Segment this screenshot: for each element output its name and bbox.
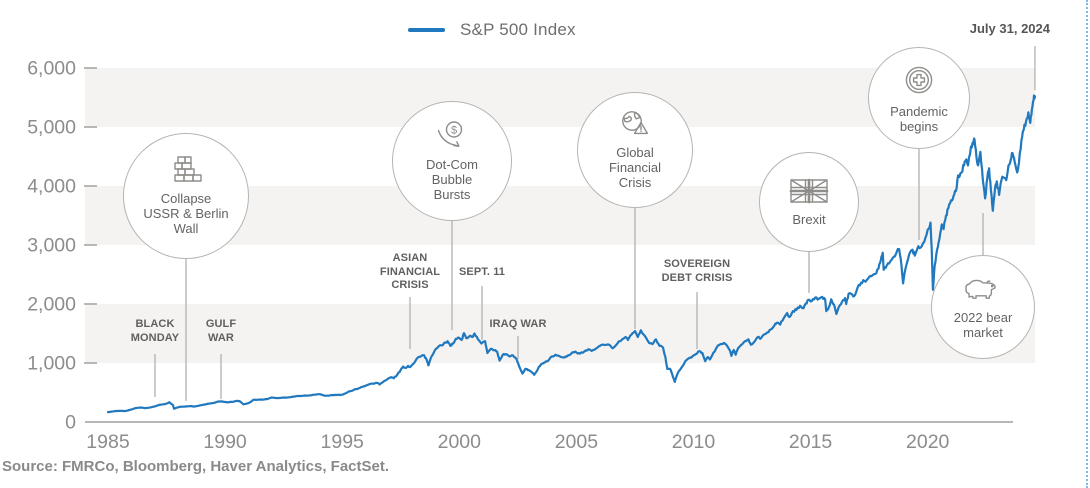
event-circle-label-line: Dot-Com	[425, 157, 478, 172]
source-note: Source: FMRCo, Bloomberg, Haver Analytic…	[2, 458, 390, 475]
event-label-line: DEBT CRISIS	[661, 271, 733, 284]
x-axis-label: 2000	[438, 431, 482, 453]
dollar-decline-icon: $	[434, 120, 470, 153]
event-circle-label-line: market	[963, 324, 1003, 340]
x-axis-label: 1990	[203, 431, 247, 453]
event-circle-label-line: 2022 bear	[953, 309, 1013, 325]
legend-series-label: S&P 500 Index	[460, 20, 576, 39]
y-axis-label: 5,000	[27, 117, 76, 139]
event-label-iraq-war: IRAQ WAR	[428, 318, 608, 332]
sp500-series-line	[106, 94, 1037, 414]
event-circle-label-line: Global	[616, 145, 654, 160]
event-label-sovereign-debt-crisis: SOVEREIGN DEBT CRISIS	[607, 258, 787, 285]
svg-text:$: $	[451, 125, 457, 137]
event-circle-label-line: Bubble	[431, 172, 473, 187]
x-axis-label: 2005	[555, 431, 599, 453]
event-circle-label-line: begins	[899, 118, 939, 134]
y-axis-label: 4,000	[27, 176, 76, 198]
x-axis-label: 2010	[672, 431, 716, 453]
event-circle-label-line: USSR & Berlin	[143, 206, 229, 221]
event-label-line: SEPT. 11	[458, 266, 506, 278]
event-circle-pandemic-begins: Pandemic begins	[868, 47, 970, 149]
as-of-date-label: July 31, 2024	[969, 21, 1050, 36]
event-label-line: WAR	[208, 331, 234, 344]
x-axis-label: 2020	[906, 431, 950, 453]
event-label-line: ASIAN	[392, 252, 428, 264]
uk-flag-icon	[789, 177, 829, 208]
legend: S&P 500 Index	[408, 20, 576, 40]
event-label-line: BLACK	[135, 318, 175, 330]
event-label-line: GULF	[205, 318, 237, 330]
event-circle-label-line: Brexit	[792, 212, 826, 227]
selection-border	[1086, 0, 1088, 488]
event-label-gulf-war: GULF WAR	[131, 318, 311, 345]
x-axis-label: 1995	[321, 431, 365, 453]
plot-band	[85, 304, 1035, 363]
event-circle-label-line: Wall	[173, 221, 199, 236]
y-axis-label: 2,000	[27, 294, 76, 316]
event-circle-global-financial-crisis: Global Financial Crisis	[577, 92, 693, 208]
y-axis-label: 6,000	[27, 58, 76, 80]
bear-icon	[961, 275, 1005, 306]
event-label-black-monday: BLACK MONDAY	[65, 318, 245, 345]
legend-line-swatch	[408, 28, 445, 32]
event-circle-dotcom-bubble: $ Dot-Com Bubble Bursts	[392, 101, 512, 221]
y-axis-label: 0	[65, 412, 76, 434]
event-circle-ussr-berlin-wall: Collapse USSR & Berlin Wall	[123, 133, 249, 259]
event-circle-label-line: Bursts	[433, 187, 471, 202]
event-label-line: MONDAY	[130, 331, 180, 344]
event-label-asian-financial-crisis: ASIAN FINANCIAL CRISIS	[320, 252, 500, 293]
event-label-line: FINANCIAL	[379, 265, 441, 278]
event-label-line: SOVEREIGN	[663, 258, 731, 270]
event-circle-2022-bear-market: 2022 bear market	[931, 255, 1035, 359]
brick-wall-icon	[168, 156, 204, 187]
medical-cross-icon	[902, 63, 936, 100]
x-axis-label: 2015	[789, 431, 833, 453]
event-circle-label-line: Pandemic	[890, 103, 948, 119]
event-circle-label-line: Financial	[608, 160, 662, 175]
event-circle-label-line: Crisis	[618, 175, 652, 190]
event-label-sept-11: SEPT. 11	[392, 266, 572, 280]
event-label-line: CRISIS	[391, 279, 429, 291]
event-label-line: IRAQ WAR	[489, 318, 547, 330]
y-axis-label: 1,000	[27, 353, 76, 375]
y-axis-label: 3,000	[27, 235, 76, 257]
event-circle-label-line: Collapse	[160, 191, 212, 206]
event-circle-brexit: Brexit	[759, 152, 859, 252]
x-axis-label: 1985	[86, 431, 130, 453]
globe-alert-icon	[618, 110, 652, 141]
